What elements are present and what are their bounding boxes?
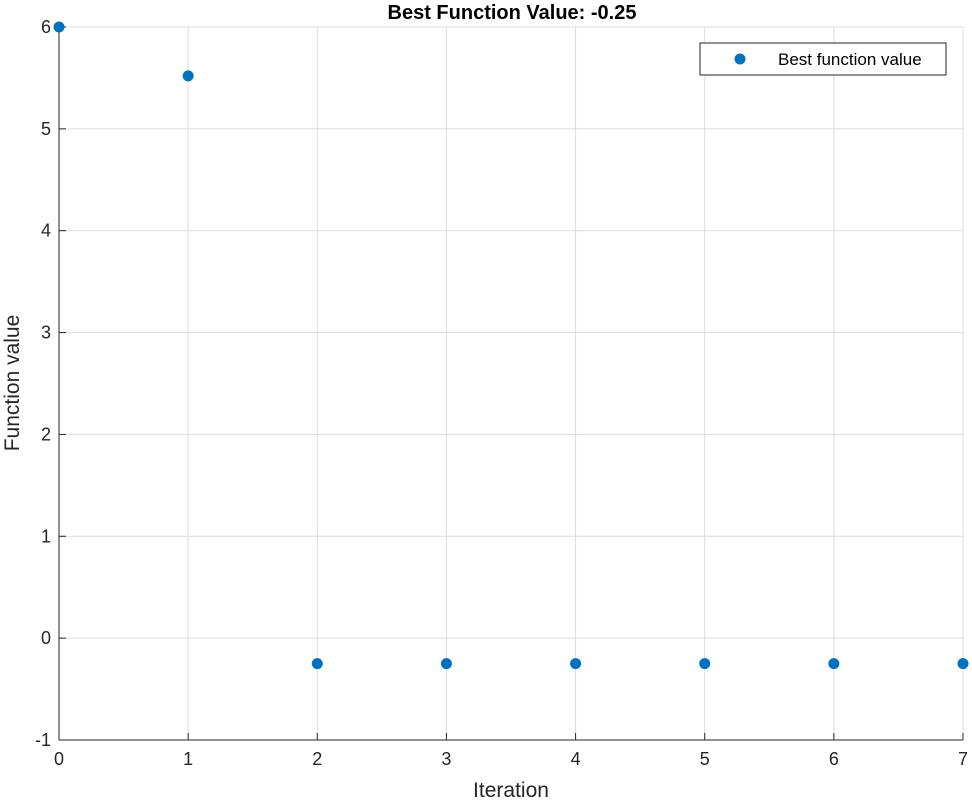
- legend-marker: [734, 53, 746, 65]
- data-point: [311, 658, 323, 670]
- chart-title: Best Function Value: -0.25: [388, 2, 637, 24]
- data-point: [53, 21, 65, 33]
- x-tick-label: 6: [829, 749, 839, 769]
- data-point: [440, 658, 452, 670]
- legend: Best function value: [699, 42, 947, 76]
- x-tick-label: 1: [183, 749, 193, 769]
- y-axis-label: Function value: [1, 315, 24, 452]
- legend-entry-label: Best function value: [778, 50, 922, 69]
- points-layer: [53, 21, 969, 670]
- axes-layer: [58, 26, 964, 741]
- x-tick-label: 3: [441, 749, 451, 769]
- y-tick-label: 6: [41, 17, 51, 37]
- y-tick-label: 0: [41, 628, 51, 648]
- x-tick-label: 7: [958, 749, 968, 769]
- data-point: [957, 658, 969, 670]
- x-tick-label: 5: [700, 749, 710, 769]
- data-point: [699, 658, 711, 670]
- y-tick-label: -1: [35, 730, 51, 750]
- grid-layer: [58, 26, 964, 741]
- data-point: [182, 70, 194, 82]
- x-tick-label: 4: [571, 749, 581, 769]
- data-point: [570, 658, 582, 670]
- y-tick-label: 3: [41, 323, 51, 343]
- x-tick-label: 2: [312, 749, 322, 769]
- y-tick-label: 4: [41, 221, 51, 241]
- x-tick-label: 0: [54, 749, 64, 769]
- y-tick-label: 2: [41, 424, 51, 444]
- data-point: [828, 658, 840, 670]
- x-axis-label: Iteration: [473, 779, 549, 800]
- y-tick-label: 5: [41, 119, 51, 139]
- y-tick-label: 1: [41, 526, 51, 546]
